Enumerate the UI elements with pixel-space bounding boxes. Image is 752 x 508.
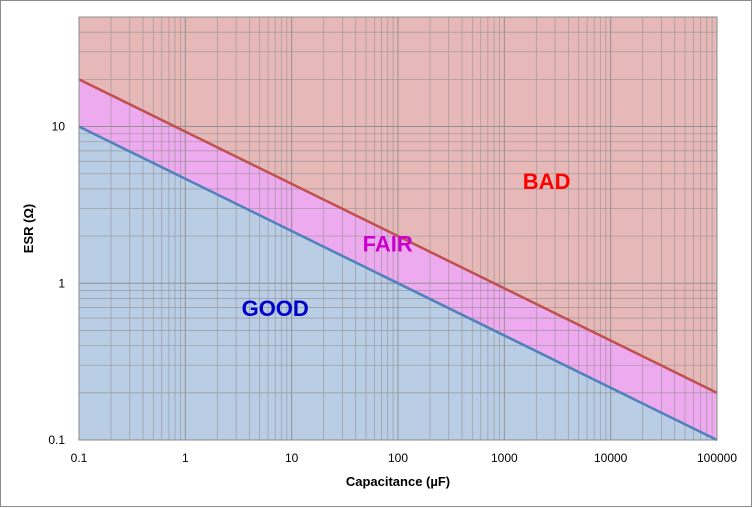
- lines-layer: [78, 78, 718, 442]
- x-tick-label: 1: [182, 451, 189, 465]
- plot-border: [78, 16, 718, 441]
- x-tick-label: 10000: [594, 451, 628, 465]
- fair-good-boundary-line: [78, 125, 718, 442]
- y-tick-labels: 0.1 1 10: [48, 120, 65, 447]
- x-axis-title: Capacitance (µF): [346, 474, 450, 489]
- x-tick-label: 0.1: [71, 451, 88, 465]
- good-region-label: GOOD: [242, 296, 309, 321]
- y-tick-label: 10: [52, 120, 66, 134]
- y-tick-label: 0.1: [48, 433, 65, 447]
- bad-region-label: BAD: [523, 169, 571, 194]
- x-tick-label: 1000: [491, 451, 518, 465]
- x-tick-label: 10: [285, 451, 299, 465]
- x-tick-labels: 0.1 1 10 100 1000 10000 100000: [71, 451, 738, 465]
- y-tick-label: 1: [58, 276, 65, 290]
- bad-fair-boundary-line: [78, 78, 718, 394]
- region-labels: BAD FAIR GOOD: [242, 169, 571, 321]
- fair-region-label: FAIR: [363, 231, 413, 256]
- grid-layer: [78, 16, 717, 441]
- y-axis-title: ESR (Ω): [21, 204, 36, 253]
- x-tick-label: 100000: [697, 451, 737, 465]
- x-tick-label: 100: [388, 451, 408, 465]
